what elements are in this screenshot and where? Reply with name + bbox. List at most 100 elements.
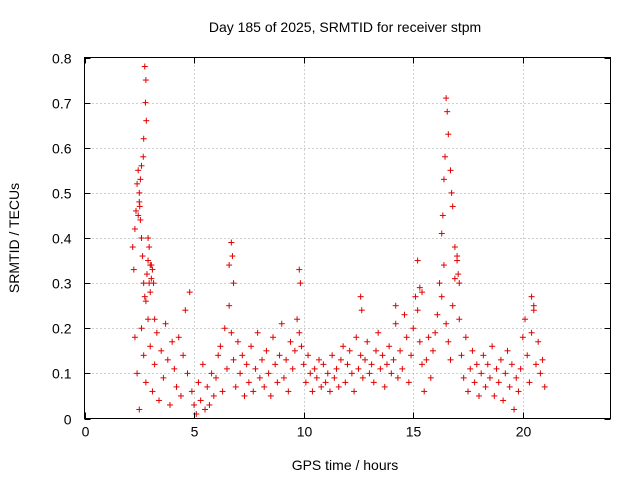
data-point (298, 343, 305, 350)
data-point (469, 347, 476, 354)
data-point (140, 352, 147, 359)
data-point (438, 293, 445, 300)
data-point (401, 311, 408, 318)
data-point (326, 388, 333, 395)
data-point (513, 374, 520, 381)
data-point (399, 365, 406, 372)
data-point (130, 266, 137, 273)
data-point (309, 388, 316, 395)
data-point (291, 347, 298, 354)
data-point (524, 352, 531, 359)
data-point (444, 108, 451, 115)
data-point (333, 365, 340, 372)
data-point (456, 280, 463, 287)
y-tick-label: 0.3 (52, 276, 72, 292)
data-point (151, 316, 158, 323)
data-point (191, 401, 198, 408)
data-point (208, 370, 215, 377)
data-point (274, 379, 281, 386)
data-point (416, 284, 423, 291)
data-point (307, 370, 314, 377)
data-point (140, 153, 147, 160)
data-point (239, 352, 246, 359)
data-point (340, 343, 347, 350)
data-point (175, 334, 182, 341)
data-point (497, 356, 504, 363)
data-point (489, 343, 496, 350)
data-point (442, 153, 449, 160)
data-point (151, 361, 158, 368)
data-point (206, 401, 213, 408)
data-point (451, 275, 458, 282)
data-point (331, 374, 338, 381)
data-point (250, 388, 257, 395)
data-point (269, 334, 276, 341)
data-point (169, 338, 176, 345)
data-point (164, 356, 171, 363)
data-point (357, 293, 364, 300)
data-point (135, 167, 142, 174)
data-point (318, 383, 325, 390)
data-point (145, 257, 152, 264)
data-point (358, 307, 365, 314)
data-point (397, 347, 404, 354)
data-point (342, 379, 349, 386)
data-point (381, 383, 388, 390)
data-point (202, 406, 209, 413)
data-point (421, 388, 428, 395)
data-point (153, 329, 160, 336)
data-point (372, 347, 379, 354)
data-point (141, 63, 148, 70)
data-point (141, 293, 148, 300)
x-axis-label: GPS time / hours (292, 457, 399, 473)
data-point (136, 203, 143, 210)
data-point (364, 338, 371, 345)
data-point (180, 352, 187, 359)
data-point (166, 401, 173, 408)
data-point (526, 379, 533, 386)
data-point (436, 280, 443, 287)
data-point (131, 334, 138, 341)
data-point (508, 361, 515, 368)
data-point (388, 370, 395, 377)
data-point (419, 289, 426, 296)
data-point (186, 289, 193, 296)
data-point (272, 361, 279, 368)
data-point (403, 334, 410, 341)
data-point (427, 374, 434, 381)
data-point (173, 383, 180, 390)
data-point (147, 343, 154, 350)
data-point (145, 316, 152, 323)
data-point (447, 167, 454, 174)
data-point (449, 302, 456, 309)
data-point (305, 352, 312, 359)
data-point (467, 365, 474, 372)
grid (84, 57, 611, 419)
data-point (502, 370, 509, 377)
data-point (366, 370, 373, 377)
data-point (528, 329, 535, 336)
data-point (519, 334, 526, 341)
data-point (517, 365, 524, 372)
data-point (473, 361, 480, 368)
chart-title: Day 185 of 2025, SRMTID for receiver stp… (209, 19, 481, 35)
data-point (506, 383, 513, 390)
data-point (300, 361, 307, 368)
data-point (296, 266, 303, 273)
data-point (375, 329, 382, 336)
y-tick-label: 0.4 (52, 231, 72, 247)
data-point (522, 316, 529, 323)
data-point (383, 361, 390, 368)
data-point (412, 293, 419, 300)
y-tick-label: 0.1 (52, 366, 72, 382)
data-point (131, 225, 138, 232)
data-point (541, 383, 548, 390)
data-point (145, 235, 152, 241)
data-point (504, 347, 511, 354)
data-point (480, 352, 487, 359)
data-point (177, 392, 184, 399)
data-point (324, 370, 331, 377)
data-point (458, 352, 465, 359)
data-point (147, 262, 154, 269)
